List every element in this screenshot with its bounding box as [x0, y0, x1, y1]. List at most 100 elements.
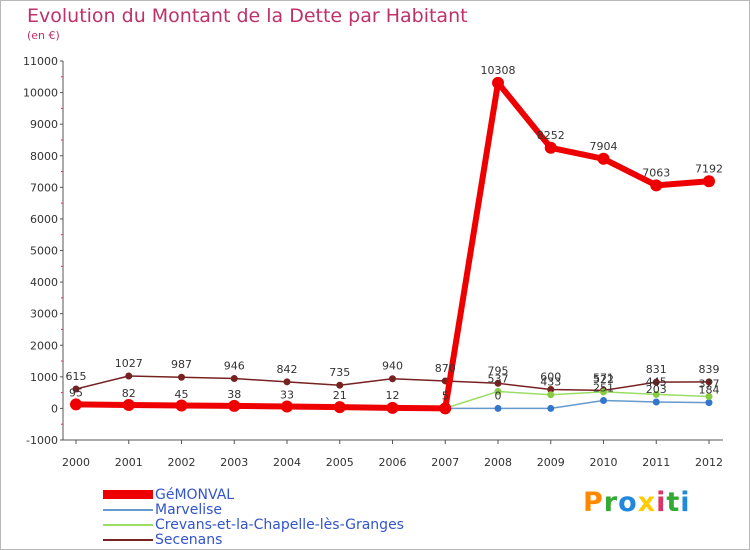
data-label: 795	[488, 364, 509, 377]
legend-item: GéMONVAL	[103, 486, 235, 503]
series-point-3	[494, 379, 502, 387]
logo-letter: i	[680, 487, 691, 518]
series-point-0	[70, 398, 82, 411]
data-label: 0	[495, 389, 502, 402]
x-tick-label: 2006	[379, 456, 407, 469]
data-label: 203	[646, 383, 667, 396]
series-point-3	[389, 375, 396, 383]
legend-swatch	[103, 538, 153, 541]
x-tick-label: 2004	[273, 456, 301, 469]
data-label: 7063	[642, 166, 670, 179]
y-tick-label: 0	[51, 402, 58, 415]
series-point-0	[386, 401, 399, 414]
data-label: 537	[488, 372, 509, 385]
data-label: 251	[593, 381, 614, 394]
series-point-0	[492, 76, 504, 89]
chart-title: Evolution du Montant de la Dette par Hab…	[27, 5, 468, 27]
data-label: 600	[540, 370, 561, 383]
legend-label: Marvelise	[155, 501, 222, 518]
y-tick-label: 2000	[30, 339, 58, 352]
x-tick-label: 2005	[326, 456, 354, 469]
series-point-3	[72, 385, 80, 393]
data-label: 7904	[590, 140, 618, 153]
legend-label: Crevans-et-la-Chapelle-lès-Granges	[155, 516, 404, 533]
series-point-1	[705, 399, 713, 407]
series-point-0	[650, 179, 663, 192]
chart-data-labels: 10308 8252 7904 7063 7192 0 251 203 184 95 82 45 38 3…	[66, 64, 724, 403]
x-tick-label: 2012	[695, 456, 723, 469]
series-point-3	[705, 378, 713, 386]
x-tick-label: 2003	[220, 456, 248, 469]
series-point-3	[336, 381, 344, 389]
data-label: 82	[122, 387, 136, 400]
y-tick-label: 11000	[23, 55, 58, 68]
legend-swatch	[103, 523, 153, 526]
series-point-3	[283, 378, 291, 386]
series-point-0	[544, 141, 557, 154]
x-tick-label: 2008	[484, 456, 512, 469]
data-label: 735	[329, 366, 350, 379]
series-point-0	[281, 400, 293, 413]
series-point-1	[494, 404, 502, 412]
series-point-2	[547, 391, 555, 399]
x-tick-label: 2002	[168, 456, 196, 469]
data-label: 433	[540, 376, 561, 389]
series-point-2	[494, 387, 502, 395]
data-label: 445	[646, 375, 667, 388]
logo-letter: r	[603, 487, 619, 518]
series-point-0	[333, 401, 346, 414]
data-label: 522	[593, 373, 614, 386]
x-tick-label: 2009	[537, 456, 565, 469]
y-tick-label: 10000	[23, 87, 58, 100]
legend-label: Secenans	[155, 531, 223, 548]
x-tick-label: 2010	[590, 456, 618, 469]
series-point-0	[597, 152, 610, 165]
data-label: 870	[435, 362, 456, 375]
series-point-2	[600, 388, 607, 396]
y-tick-label: 7000	[30, 181, 58, 194]
legend-item: Crevans-et-la-Chapelle-lès-Granges	[103, 516, 404, 533]
data-label: 571	[593, 371, 614, 384]
x-tick-label: 2000	[62, 456, 90, 469]
series-point-3	[125, 372, 133, 380]
series-point-0	[228, 399, 241, 412]
data-label: 184	[699, 384, 720, 397]
data-label: 377	[699, 378, 720, 391]
data-label: 21	[333, 389, 347, 402]
series-point-0	[175, 399, 188, 412]
data-label: 38	[227, 388, 241, 401]
y-tick-label: 1000	[30, 371, 58, 384]
data-label: 987	[171, 358, 192, 371]
series-point-3	[652, 378, 660, 386]
data-label: 615	[66, 370, 87, 383]
series-point-1	[600, 396, 607, 404]
data-label: 7192	[695, 162, 723, 175]
logo-letter: P	[583, 487, 604, 518]
data-label: 831	[646, 363, 667, 376]
legend-swatch	[103, 508, 153, 511]
y-tick-label: 9000	[30, 118, 58, 131]
logo-letter: o	[618, 487, 638, 518]
series-point-3	[178, 373, 185, 381]
series-point-0	[439, 402, 452, 415]
data-label: 12	[386, 389, 400, 402]
y-tick-label: -1000	[26, 434, 58, 447]
chart-subtitle: (en €)	[27, 29, 60, 42]
legend-label: GéMONVAL	[155, 486, 235, 503]
series-point-3	[547, 385, 555, 393]
data-label: 946	[224, 360, 245, 373]
series-point-1	[652, 398, 660, 406]
x-tick-label: 2007	[431, 456, 459, 469]
series-point-0	[703, 175, 715, 188]
legend-item: Marvelise	[103, 501, 222, 518]
logo-letter: x	[637, 487, 657, 518]
series-point-2	[705, 393, 713, 401]
proxiti-logo: Proxiti	[583, 487, 691, 518]
y-tick-label: 6000	[30, 213, 58, 226]
data-label: 33	[280, 388, 294, 401]
logo-letter: i	[656, 487, 667, 518]
legend-item: Secenans	[103, 531, 223, 548]
series-point-0	[122, 398, 135, 411]
